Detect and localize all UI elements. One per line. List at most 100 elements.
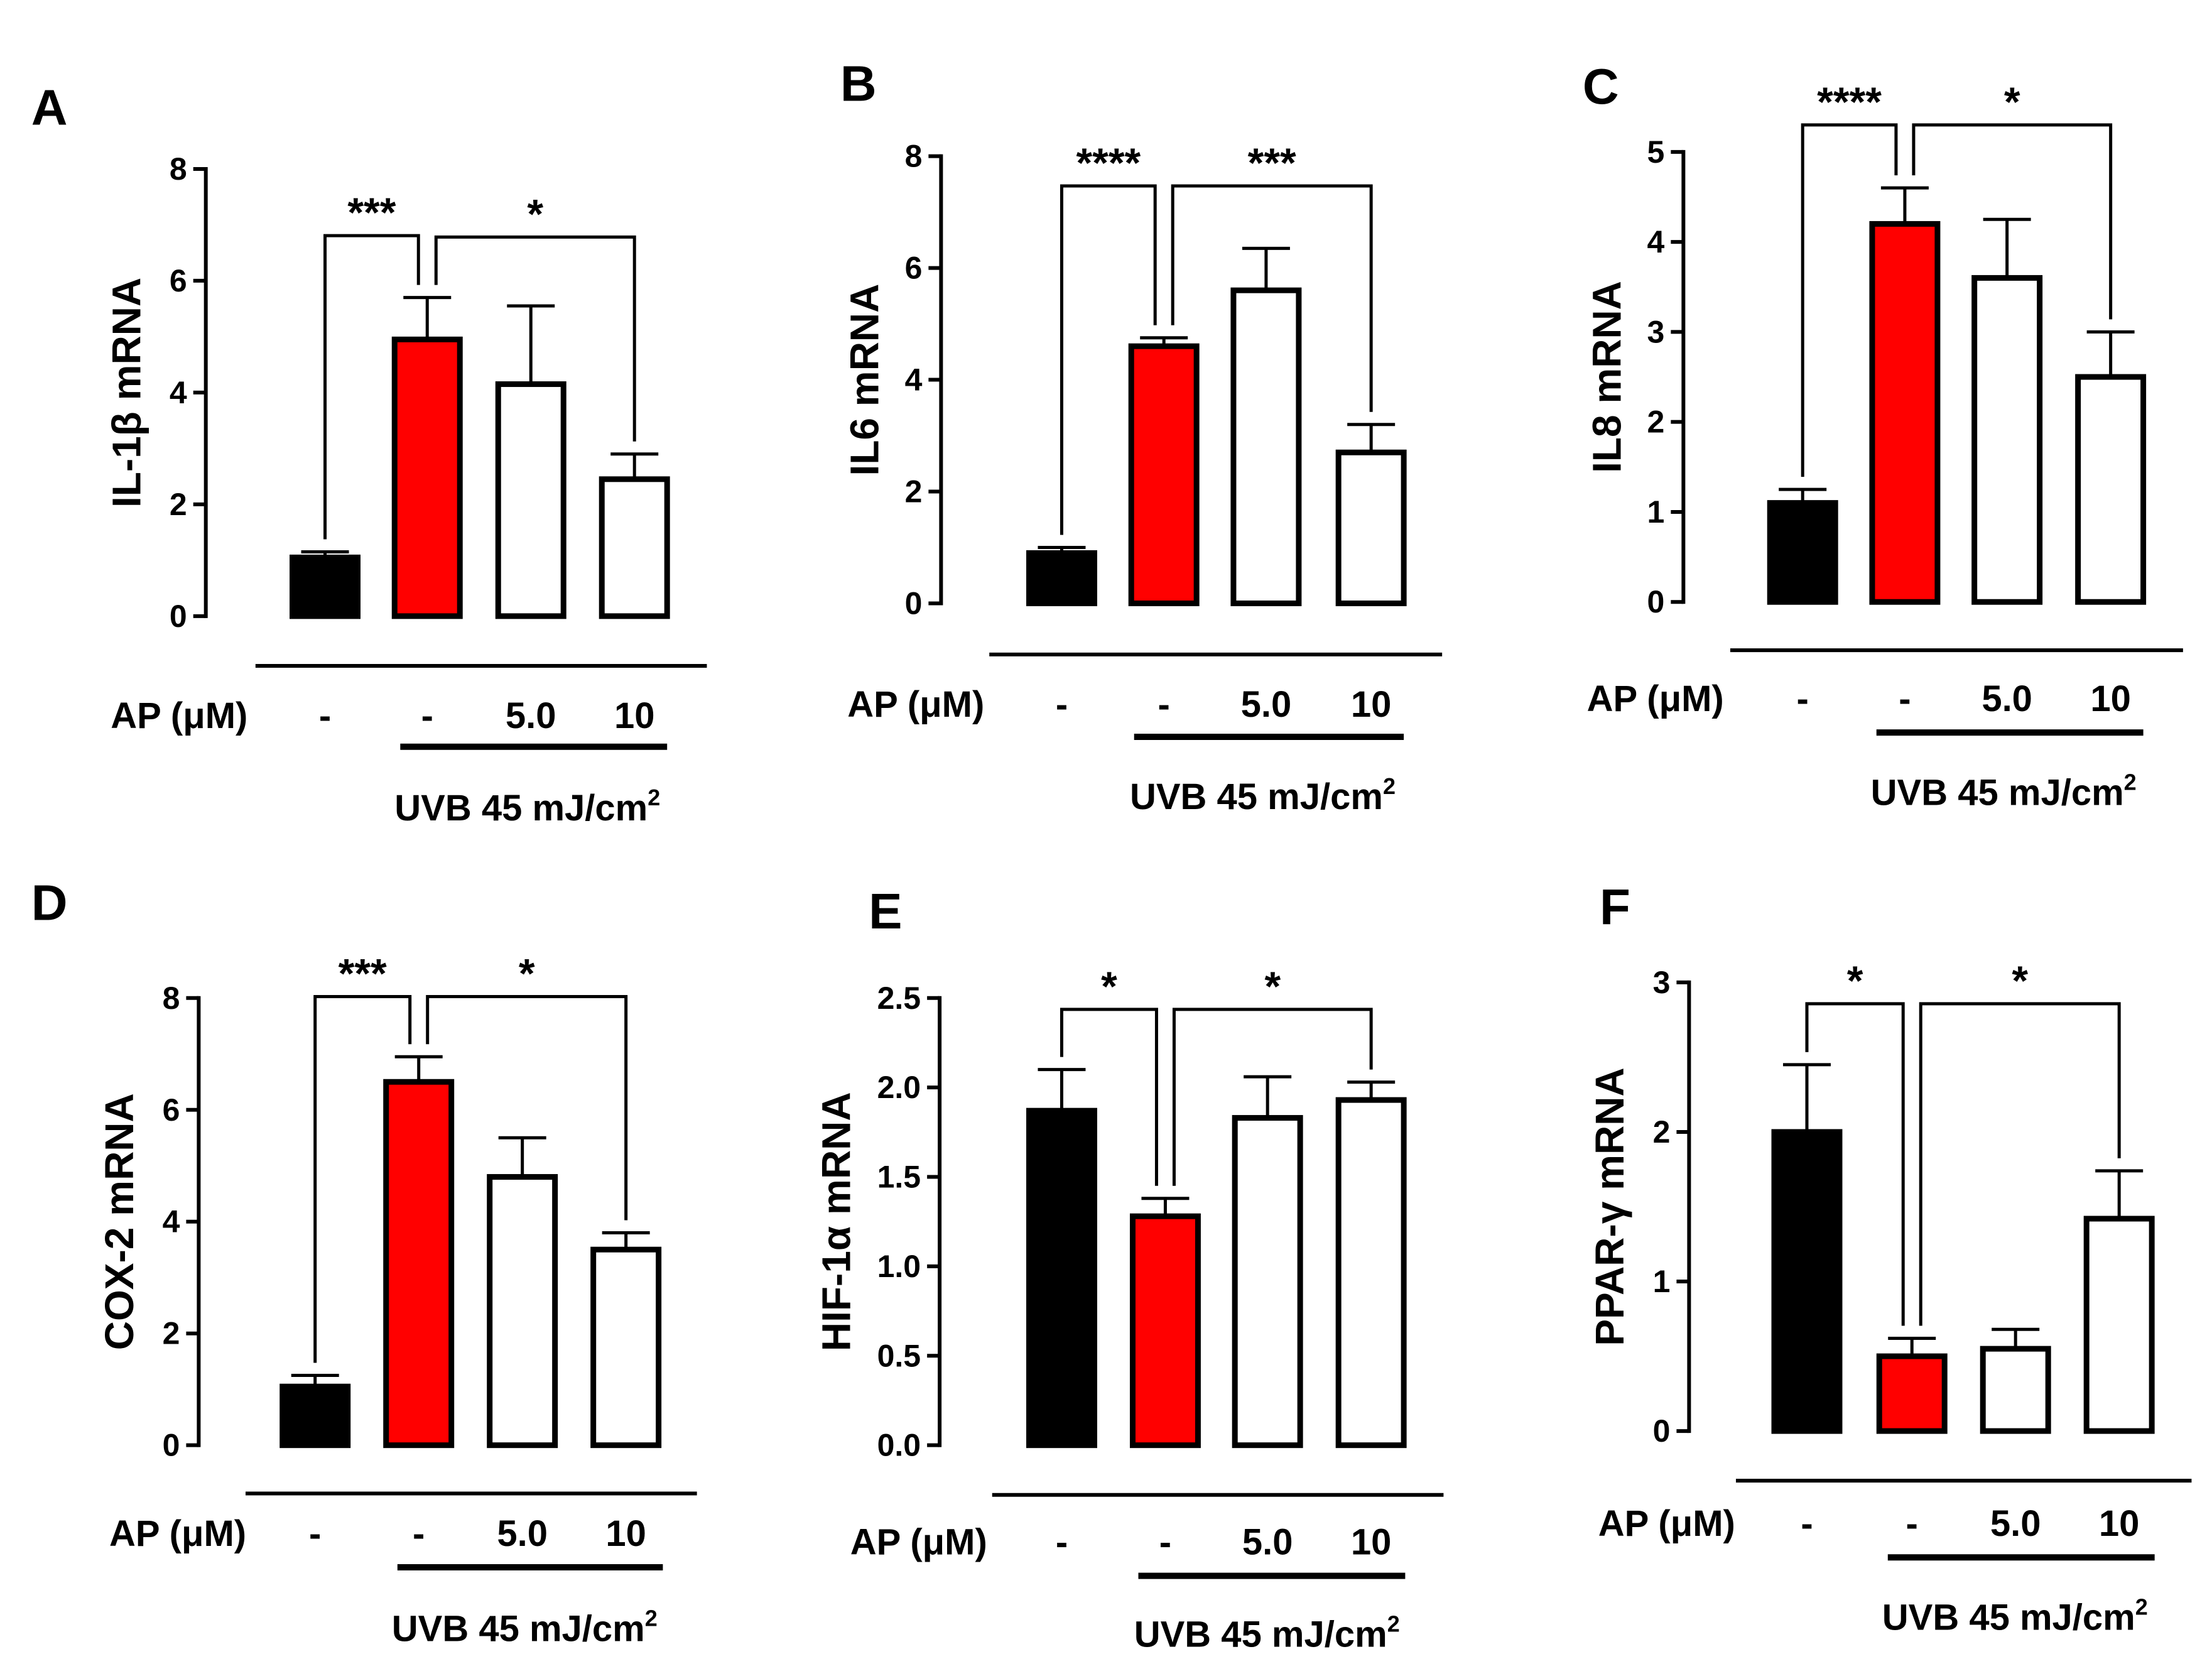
significance-label: * [1101, 963, 1117, 1009]
group-label: - [1899, 678, 1911, 719]
bar [1026, 1107, 1097, 1449]
uvb-label: UVB 45 mJ/cm2 [1871, 769, 2137, 813]
significance-label: **** [1817, 79, 1882, 125]
condition-label: AP (μM) [111, 695, 247, 736]
y-tick-label: 4 [1647, 224, 1665, 259]
y-tick-label: 1.5 [877, 1160, 921, 1195]
significance-label: *** [347, 189, 396, 236]
significance-label: *** [1248, 139, 1296, 186]
panel-letter: B [840, 55, 877, 111]
bar [1335, 1097, 1407, 1449]
uvb-label: UVB 45 mJ/cm2 [1130, 773, 1396, 817]
bar [2083, 1216, 2155, 1434]
y-tick-label: 6 [905, 251, 923, 286]
y-tick-label: 2 [163, 1316, 180, 1351]
condition-label: AP (μM) [1587, 678, 1724, 719]
significance-bracket [1172, 1008, 1373, 1186]
condition-label: AP (μM) [850, 1521, 987, 1562]
bar [1128, 343, 1200, 606]
y-tick-label: 2 [170, 487, 187, 522]
y-tick-label: 1 [1653, 1264, 1671, 1299]
panel-letter: F [1600, 879, 1630, 935]
significance-bracket [323, 234, 420, 540]
group-label: 10 [1351, 684, 1392, 725]
bar [1876, 1353, 1948, 1434]
y-axis-label: IL-1β mRNA [104, 278, 149, 508]
bar [1869, 220, 1941, 605]
y-tick-label: 4 [163, 1204, 180, 1239]
group-label: 5.0 [1242, 1521, 1293, 1562]
uvb-label: UVB 45 mJ/cm2 [392, 1605, 658, 1649]
y-axis-label: PPAR-γ mRNA [1587, 1067, 1632, 1346]
panel-e: E HIF-1α mRNA 0.0 0.5 1.0 1.5 2.0 2.5 * * AP (μM) -… [813, 883, 1444, 1655]
group-label: - [1801, 1503, 1813, 1544]
group-label: 5.0 [1990, 1503, 2041, 1544]
panel-letter: C [1583, 58, 1619, 114]
significance-bracket [1805, 1002, 1905, 1326]
significance-bracket [1171, 184, 1373, 412]
significance-bracket [1060, 184, 1157, 535]
bar [1767, 500, 1838, 605]
significance-label: * [1847, 957, 1863, 1004]
y-tick-label: 2.0 [877, 1070, 921, 1105]
group-label: - [309, 1513, 321, 1554]
group-label: - [1797, 678, 1809, 719]
y-tick-label: 6 [163, 1092, 180, 1128]
y-tick-label: 2 [1647, 405, 1665, 440]
panel-letter: A [31, 80, 68, 136]
group-label: 5.0 [497, 1513, 548, 1554]
group-label: - [421, 695, 433, 736]
group-label: 10 [2099, 1503, 2140, 1544]
uvb-label: UVB 45 mJ/cm2 [394, 785, 660, 829]
group-label: - [1159, 1521, 1171, 1562]
bar [495, 381, 567, 619]
group-label: - [1158, 684, 1170, 725]
bar [2075, 374, 2147, 605]
bar [1771, 1129, 1843, 1434]
y-tick-label: 0.5 [877, 1338, 921, 1373]
condition-label: AP (μM) [847, 684, 984, 725]
bar [279, 1383, 351, 1449]
y-tick-label: 8 [163, 981, 180, 1016]
significance-bracket [1801, 123, 1898, 477]
significance-bracket [1912, 123, 2113, 320]
y-tick-label: 1 [1647, 494, 1665, 530]
y-tick-label: 0.0 [877, 1428, 921, 1463]
significance-bracket [1919, 1002, 2121, 1326]
y-tick-label: 2.5 [877, 981, 921, 1016]
y-tick-label: 1.0 [877, 1249, 921, 1284]
uvb-superscript: 2 [1383, 773, 1396, 799]
y-tick-label: 8 [905, 139, 923, 174]
bar [487, 1174, 558, 1449]
panel-letter: E [869, 883, 902, 939]
bar [590, 1246, 662, 1449]
significance-label: * [2004, 79, 2020, 125]
y-tick-label: 5 [1647, 134, 1665, 170]
bar [1971, 275, 2043, 605]
group-label: 5.0 [1241, 684, 1292, 725]
uvb-label: UVB 45 mJ/cm2 [1134, 1611, 1400, 1655]
significance-label: * [2012, 957, 2028, 1004]
significance-bracket [1060, 1008, 1158, 1186]
bar [1230, 287, 1302, 606]
y-tick-label: 4 [905, 362, 923, 398]
y-axis-label: COX-2 mRNA [97, 1093, 142, 1350]
condition-label: AP (μM) [1598, 1503, 1735, 1544]
group-label: - [413, 1513, 425, 1554]
group-label: 10 [2090, 678, 2131, 719]
significance-label: * [519, 950, 535, 997]
bar [1026, 550, 1097, 607]
uvb-superscript: 2 [1387, 1611, 1400, 1637]
y-tick-label: 2 [905, 474, 923, 509]
group-label: - [319, 695, 331, 736]
significance-label: *** [339, 950, 387, 997]
bar [1335, 449, 1407, 607]
group-label: - [1906, 1503, 1918, 1544]
significance-label: * [1264, 963, 1281, 1009]
uvb-label: UVB 45 mJ/cm2 [1882, 1594, 2148, 1638]
y-tick-label: 3 [1653, 965, 1671, 1000]
